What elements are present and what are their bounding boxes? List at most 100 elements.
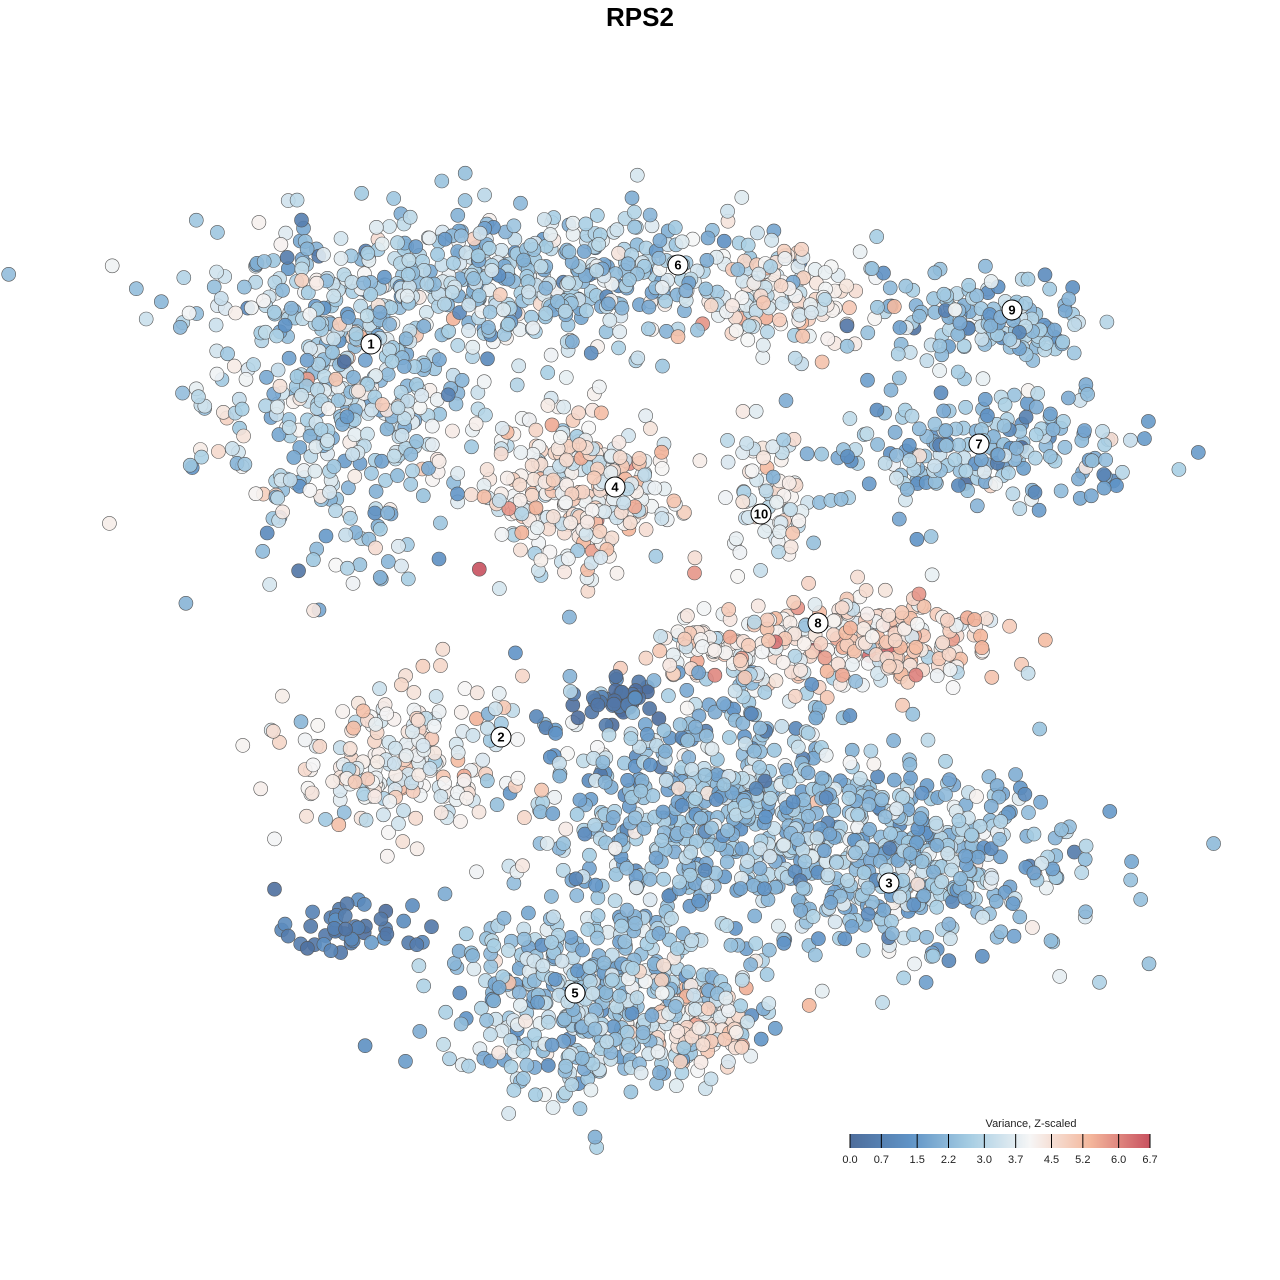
data-point bbox=[515, 1044, 531, 1059]
data-point bbox=[704, 820, 719, 836]
data-point bbox=[289, 192, 305, 208]
data-point bbox=[302, 482, 318, 498]
data-point bbox=[546, 909, 561, 925]
data-point bbox=[348, 326, 364, 342]
data-point bbox=[642, 892, 658, 908]
data-point bbox=[941, 953, 957, 969]
data-point bbox=[396, 803, 411, 818]
data-point bbox=[817, 265, 833, 280]
data-point bbox=[961, 277, 977, 293]
data-point bbox=[734, 1039, 749, 1055]
data-point bbox=[514, 506, 530, 522]
data-point bbox=[852, 244, 868, 259]
data-point bbox=[941, 916, 957, 932]
data-point bbox=[259, 525, 275, 541]
data-point bbox=[574, 1051, 590, 1066]
data-point bbox=[604, 972, 620, 988]
data-point bbox=[346, 370, 361, 385]
data-point bbox=[590, 930, 605, 946]
data-point bbox=[571, 405, 586, 421]
data-point bbox=[910, 876, 926, 892]
data-point bbox=[864, 261, 880, 276]
legend-tick-label: 5.2 bbox=[1075, 1154, 1090, 1166]
data-point bbox=[325, 774, 341, 789]
data-point bbox=[1028, 427, 1044, 443]
data-point bbox=[346, 720, 361, 736]
data-point bbox=[993, 814, 1009, 829]
data-point bbox=[516, 252, 531, 268]
data-point bbox=[740, 237, 756, 253]
data-point bbox=[538, 306, 554, 321]
data-point bbox=[735, 494, 751, 510]
data-point bbox=[419, 276, 435, 292]
data-point bbox=[491, 1045, 507, 1061]
data-point bbox=[386, 448, 402, 464]
data-point bbox=[698, 281, 714, 297]
data-point bbox=[1171, 462, 1187, 477]
data-point bbox=[173, 319, 188, 335]
data-point bbox=[227, 358, 242, 374]
data-point bbox=[877, 455, 893, 471]
data-point bbox=[707, 643, 722, 658]
data-point bbox=[461, 297, 477, 313]
data-point bbox=[328, 503, 343, 519]
data-point bbox=[591, 237, 607, 252]
data-point bbox=[672, 717, 688, 733]
data-point bbox=[181, 305, 197, 321]
data-point bbox=[175, 385, 190, 401]
data-point bbox=[655, 358, 670, 374]
data-point bbox=[1078, 904, 1093, 920]
data-point bbox=[658, 772, 674, 788]
data-point bbox=[519, 1057, 535, 1073]
data-point bbox=[924, 567, 940, 583]
data-point bbox=[386, 191, 402, 206]
data-point bbox=[530, 994, 546, 1010]
data-point bbox=[176, 270, 192, 285]
data-point bbox=[887, 424, 903, 440]
data-point bbox=[581, 420, 597, 436]
data-point bbox=[977, 391, 993, 407]
data-point bbox=[775, 655, 791, 670]
data-point bbox=[945, 680, 961, 695]
data-point bbox=[360, 245, 376, 261]
data-point bbox=[671, 780, 686, 796]
data-point bbox=[355, 703, 371, 719]
data-point bbox=[772, 312, 787, 328]
data-point bbox=[339, 409, 355, 425]
data-point bbox=[499, 470, 515, 486]
data-point bbox=[453, 814, 468, 829]
data-point bbox=[1084, 488, 1099, 504]
data-point bbox=[354, 186, 369, 201]
data-point bbox=[621, 272, 637, 288]
data-point bbox=[326, 331, 342, 347]
data-point bbox=[277, 317, 293, 333]
data-point bbox=[627, 690, 643, 706]
data-point bbox=[860, 372, 875, 388]
data-point bbox=[728, 323, 744, 338]
data-point bbox=[269, 328, 284, 344]
data-point bbox=[1124, 854, 1139, 869]
data-point bbox=[282, 472, 298, 488]
data-point bbox=[478, 407, 493, 423]
data-point bbox=[703, 1071, 719, 1087]
data-point bbox=[844, 742, 860, 758]
data-point bbox=[669, 941, 685, 956]
data-point bbox=[804, 677, 820, 692]
data-point bbox=[446, 955, 462, 971]
data-point bbox=[670, 329, 686, 345]
data-point bbox=[1052, 969, 1067, 984]
data-point bbox=[269, 399, 285, 415]
data-point bbox=[735, 715, 751, 731]
data-point bbox=[1191, 445, 1206, 460]
data-point bbox=[716, 696, 731, 712]
data-point bbox=[619, 860, 635, 876]
data-point bbox=[703, 298, 719, 313]
data-point bbox=[650, 1044, 666, 1060]
data-point bbox=[642, 701, 657, 716]
data-point bbox=[511, 358, 527, 374]
data-point bbox=[1038, 336, 1054, 351]
data-point bbox=[442, 1051, 457, 1067]
data-point bbox=[627, 204, 642, 220]
data-point bbox=[793, 662, 808, 678]
data-point bbox=[576, 244, 592, 259]
